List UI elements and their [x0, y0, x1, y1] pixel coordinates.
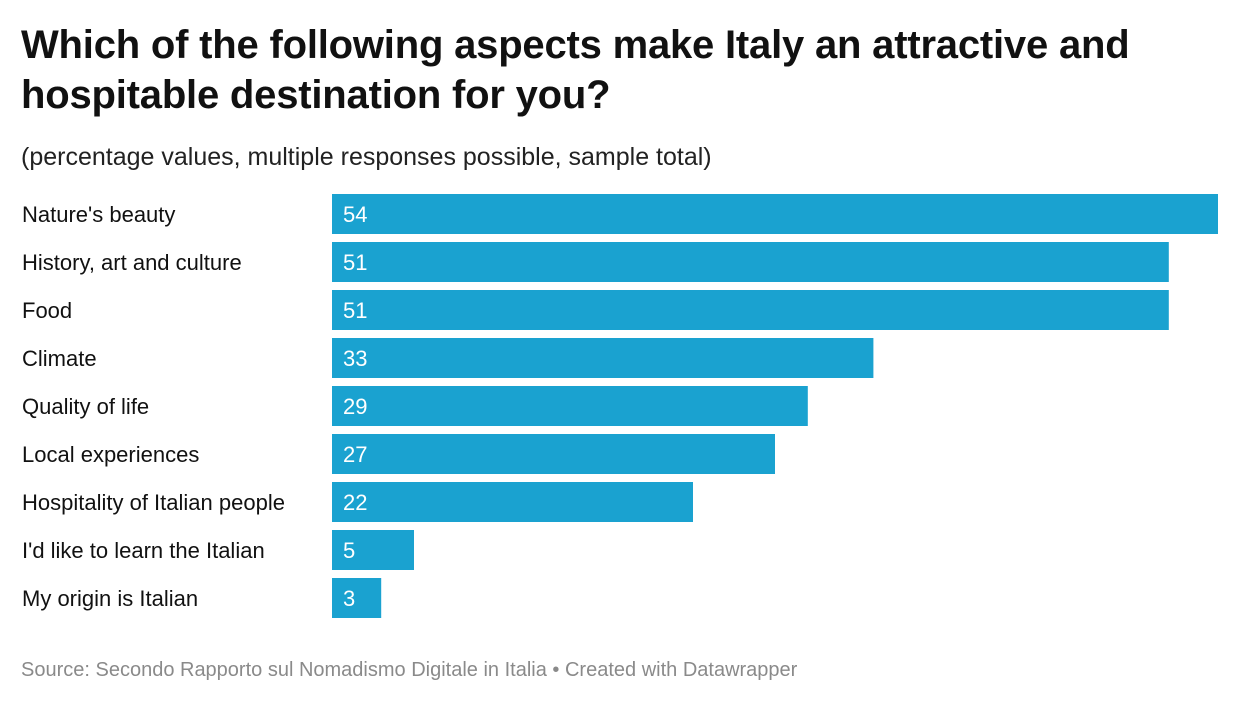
bar-value-label: 3 [343, 586, 355, 611]
bar [332, 338, 874, 378]
bar-value-label: 27 [343, 442, 367, 467]
bar-row: Hospitality of Italian people 22 [22, 482, 693, 522]
category-label: I'd like to learn the Italian [22, 538, 265, 563]
bar [332, 386, 808, 426]
bar-row: Local experiences 27 [22, 434, 775, 474]
bar [332, 242, 1169, 282]
bar-value-label: 22 [343, 490, 367, 515]
bar-value-label: 51 [343, 250, 367, 275]
category-label: Local experiences [22, 442, 199, 467]
footer-separator: • [552, 659, 560, 681]
bar-row: Quality of life 29 [22, 386, 808, 426]
category-label: Nature's beauty [22, 202, 175, 227]
bar-value-label: 29 [343, 394, 367, 419]
bar [332, 482, 693, 522]
bar-value-label: 33 [343, 346, 367, 371]
category-label: Food [22, 298, 72, 323]
category-label: History, art and culture [22, 250, 242, 275]
bar-value-label: 54 [343, 202, 367, 227]
bar [332, 290, 1169, 330]
category-label: Hospitality of Italian people [22, 490, 285, 515]
bar-value-label: 5 [343, 538, 355, 563]
chart-subtitle: (percentage values, multiple responses p… [21, 143, 712, 171]
bar-row: Nature's beauty 54 [22, 194, 1218, 234]
chart-title: Which of the following aspects make Ital… [21, 23, 1130, 117]
bar [332, 194, 1218, 234]
bar [332, 530, 414, 570]
bar-row: Food 51 [22, 290, 1169, 330]
datawrapper-credit: Created with Datawrapper [564, 659, 798, 681]
category-label: Climate [22, 346, 97, 371]
bar-row: History, art and culture 51 [22, 242, 1169, 282]
bar [332, 434, 775, 474]
source-note: Source: Secondo Rapporto sul Nomadismo D… [21, 659, 547, 681]
bar [332, 578, 382, 618]
category-label: My origin is Italian [22, 586, 198, 611]
bar-row: Climate 33 [22, 338, 874, 378]
category-label: Quality of life [22, 394, 149, 419]
chart-footer: Source: Secondo Rapporto sul Nomadismo D… [21, 656, 797, 684]
bar-value-label: 51 [343, 298, 367, 323]
bar-row: My origin is Italian 3 [22, 578, 382, 618]
bar-row: I'd like to learn the Italian 5 [22, 530, 414, 570]
